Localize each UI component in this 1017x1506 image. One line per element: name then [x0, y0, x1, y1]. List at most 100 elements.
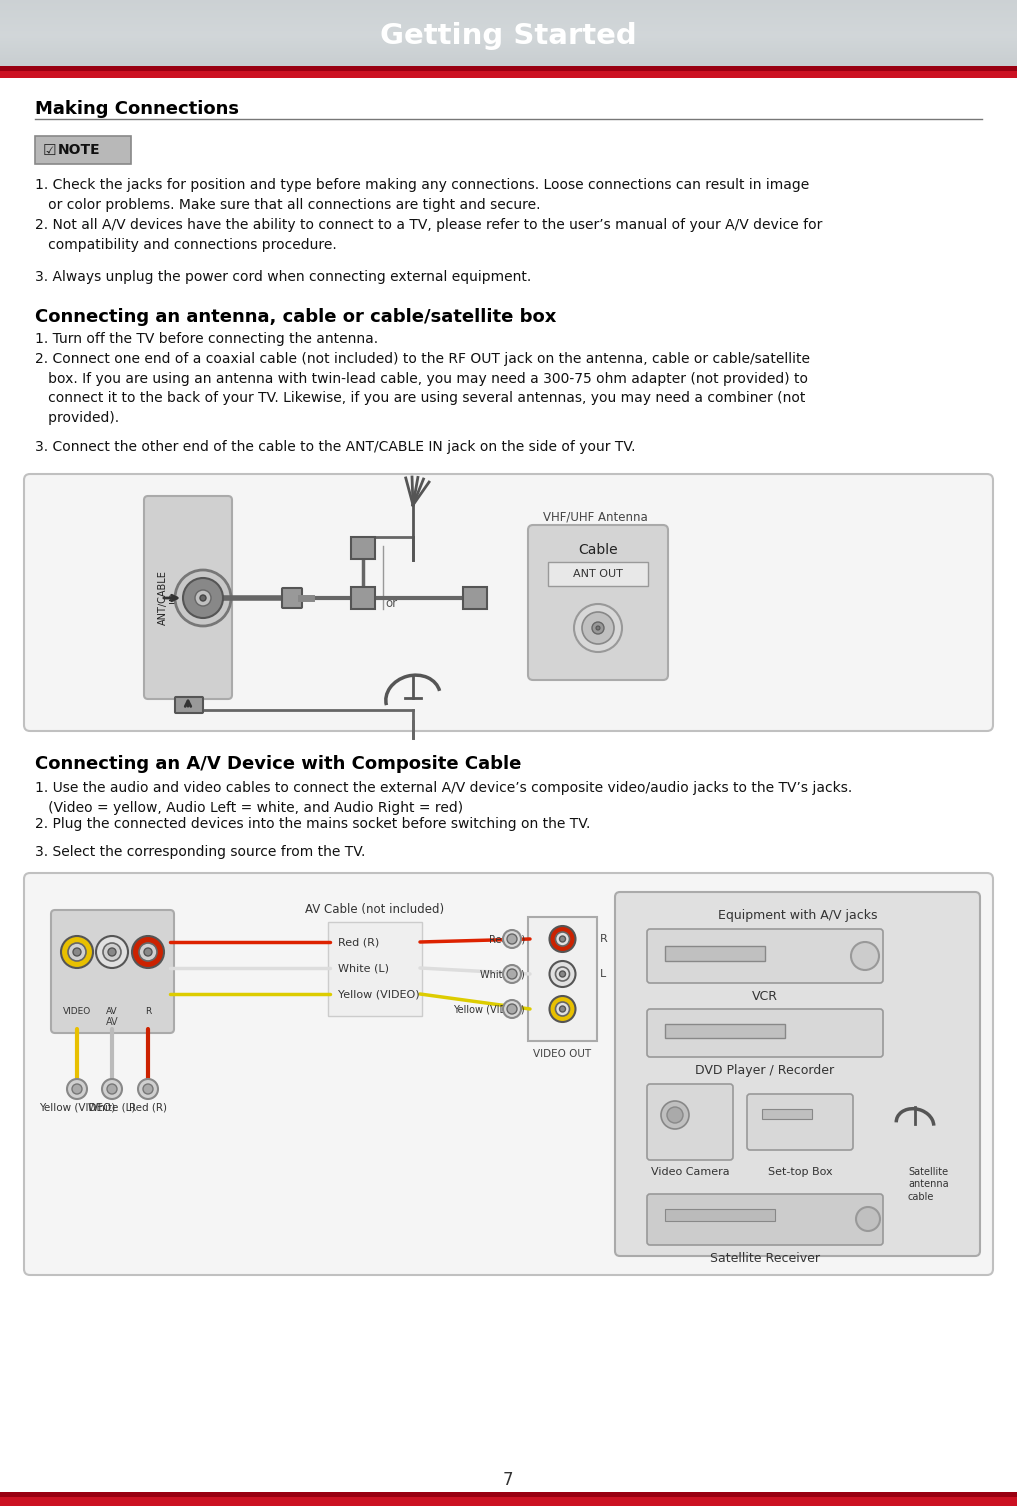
FancyBboxPatch shape — [747, 1093, 853, 1151]
FancyBboxPatch shape — [647, 1084, 733, 1160]
Text: R: R — [600, 934, 608, 944]
FancyBboxPatch shape — [548, 562, 648, 586]
Text: AV: AV — [106, 1017, 119, 1027]
Text: AV: AV — [106, 1006, 118, 1015]
Circle shape — [200, 595, 206, 601]
Text: ANT∕CABLE
IN: ANT∕CABLE IN — [158, 571, 179, 625]
FancyBboxPatch shape — [24, 474, 993, 730]
Circle shape — [574, 604, 622, 652]
Circle shape — [856, 1206, 880, 1230]
Text: or: or — [385, 596, 397, 610]
Text: Red (R): Red (R) — [129, 1102, 167, 1113]
Text: Getting Started: Getting Started — [379, 23, 637, 50]
Text: Connecting an antenna, cable or cable/satellite box: Connecting an antenna, cable or cable/sa… — [35, 309, 556, 325]
Text: White (L): White (L) — [88, 1102, 135, 1113]
Text: 1. Check the jacks for position and type before making any connections. Loose co: 1. Check the jacks for position and type… — [35, 178, 810, 211]
Circle shape — [72, 1084, 82, 1093]
Bar — [0, 1492, 1017, 1506]
Circle shape — [559, 937, 565, 941]
Circle shape — [103, 943, 121, 961]
Circle shape — [73, 947, 81, 956]
FancyBboxPatch shape — [175, 697, 203, 712]
Text: Equipment with A/V jacks: Equipment with A/V jacks — [718, 908, 878, 922]
FancyBboxPatch shape — [463, 587, 487, 608]
Bar — [0, 66, 1017, 71]
Text: DVD Player / Recorder: DVD Player / Recorder — [696, 1065, 835, 1077]
Text: 1. Turn off the TV before connecting the antenna.: 1. Turn off the TV before connecting the… — [35, 331, 378, 346]
Circle shape — [107, 1084, 117, 1093]
Circle shape — [67, 1078, 87, 1099]
Circle shape — [507, 968, 517, 979]
Text: ☑: ☑ — [43, 143, 57, 158]
Circle shape — [143, 1084, 153, 1093]
Text: Satellite
antenna
cable: Satellite antenna cable — [908, 1167, 949, 1202]
Text: Yellow (VIDEO): Yellow (VIDEO) — [338, 989, 420, 998]
Text: 2. Plug the connected devices into the mains socket before switching on the TV.: 2. Plug the connected devices into the m… — [35, 816, 591, 831]
Circle shape — [175, 569, 231, 626]
Text: VCR: VCR — [752, 989, 778, 1003]
Circle shape — [661, 1101, 689, 1130]
FancyBboxPatch shape — [282, 587, 302, 608]
Text: Connecting an A/V Device with Composite Cable: Connecting an A/V Device with Composite … — [35, 755, 522, 773]
FancyBboxPatch shape — [665, 946, 765, 961]
Circle shape — [555, 932, 570, 946]
Circle shape — [503, 1000, 521, 1018]
Text: 2. Not all A/V devices have the ability to connect to a TV, please refer to the : 2. Not all A/V devices have the ability … — [35, 218, 823, 252]
FancyBboxPatch shape — [351, 587, 375, 608]
Circle shape — [507, 934, 517, 944]
Circle shape — [503, 965, 521, 983]
Circle shape — [596, 626, 600, 630]
Text: 1. Use the audio and video cables to connect the external A/V device’s composite: 1. Use the audio and video cables to con… — [35, 782, 852, 815]
Text: White (L): White (L) — [480, 968, 525, 979]
Circle shape — [195, 590, 211, 605]
Circle shape — [592, 622, 604, 634]
Text: L: L — [600, 968, 606, 979]
Circle shape — [108, 947, 116, 956]
FancyBboxPatch shape — [528, 917, 597, 1041]
Circle shape — [61, 937, 93, 968]
Bar — [0, 66, 1017, 78]
Text: Satellite Receiver: Satellite Receiver — [710, 1251, 820, 1265]
FancyBboxPatch shape — [647, 1009, 883, 1057]
Text: 3. Select the corresponding source from the TV.: 3. Select the corresponding source from … — [35, 845, 365, 858]
FancyBboxPatch shape — [24, 873, 993, 1276]
Text: AV Cable (not included): AV Cable (not included) — [305, 904, 444, 916]
Text: 3. Always unplug the power cord when connecting external equipment.: 3. Always unplug the power cord when con… — [35, 270, 531, 285]
FancyBboxPatch shape — [144, 495, 232, 699]
Text: NOTE: NOTE — [58, 143, 101, 157]
Circle shape — [138, 1078, 158, 1099]
Circle shape — [555, 967, 570, 980]
Text: Yellow (VIDEO): Yellow (VIDEO) — [39, 1102, 115, 1113]
Circle shape — [559, 1006, 565, 1012]
Circle shape — [582, 611, 614, 645]
Text: Red (R): Red (R) — [338, 937, 379, 947]
Text: VHF/UHF Antenna: VHF/UHF Antenna — [543, 511, 648, 523]
Text: White (L): White (L) — [338, 962, 388, 973]
Text: R: R — [144, 1006, 152, 1015]
Text: VIDEO OUT: VIDEO OUT — [534, 1050, 592, 1059]
Text: 3. Connect the other end of the cable to the ANT/CABLE IN jack on the side of yo: 3. Connect the other end of the cable to… — [35, 440, 636, 453]
FancyBboxPatch shape — [647, 1194, 883, 1245]
Circle shape — [851, 941, 879, 970]
Circle shape — [68, 943, 86, 961]
FancyBboxPatch shape — [328, 922, 422, 1017]
FancyBboxPatch shape — [35, 136, 131, 164]
FancyBboxPatch shape — [351, 538, 375, 559]
Circle shape — [183, 578, 223, 617]
Text: ANT OUT: ANT OUT — [573, 569, 623, 578]
Text: Set-top Box: Set-top Box — [768, 1167, 832, 1178]
FancyBboxPatch shape — [528, 526, 668, 681]
Circle shape — [549, 961, 576, 986]
Circle shape — [96, 937, 128, 968]
Text: Yellow (VIDEO): Yellow (VIDEO) — [454, 1005, 525, 1014]
Circle shape — [139, 943, 157, 961]
Text: 2. Connect one end of a coaxial cable (not included) to the RF OUT jack on the a: 2. Connect one end of a coaxial cable (n… — [35, 352, 810, 425]
Circle shape — [503, 931, 521, 947]
Circle shape — [102, 1078, 122, 1099]
Text: 7: 7 — [502, 1471, 514, 1489]
Circle shape — [667, 1107, 683, 1123]
Circle shape — [549, 995, 576, 1023]
Circle shape — [144, 947, 152, 956]
FancyBboxPatch shape — [665, 1024, 785, 1038]
Text: VIDEO: VIDEO — [63, 1006, 92, 1015]
